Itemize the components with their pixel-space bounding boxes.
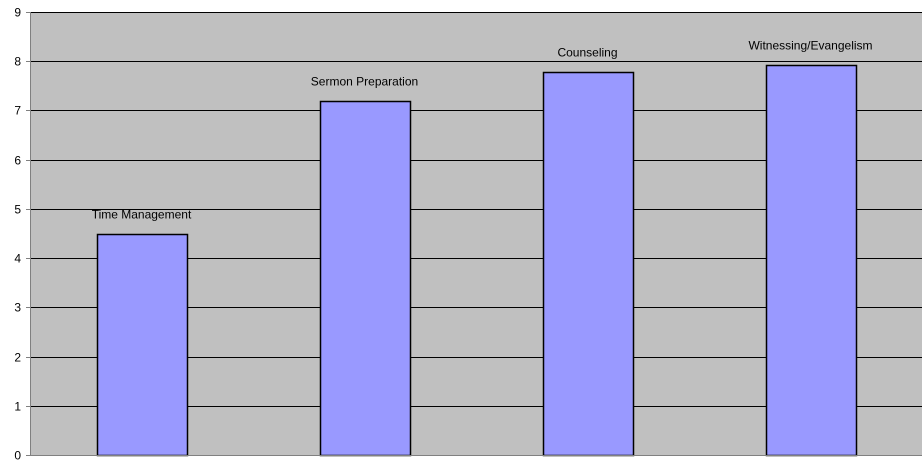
- bars: [96, 64, 858, 457]
- bar-time-management: [96, 233, 189, 457]
- y-tick-label: 0: [14, 449, 21, 462]
- y-tick-label: 7: [14, 104, 21, 118]
- bar-sermon-preparation: [319, 100, 412, 457]
- data-label: Witnessing/Evangelism: [748, 39, 872, 53]
- data-label: Sermon Preparation: [311, 75, 418, 89]
- bar-counseling: [542, 71, 635, 457]
- data-label: Counseling: [557, 46, 617, 60]
- y-tick-label: 1: [14, 400, 21, 414]
- y-tick-label: 2: [14, 351, 21, 365]
- y-tick-label: 8: [14, 55, 21, 69]
- y-tick-label: 6: [14, 154, 21, 168]
- y-tick-label: 4: [14, 252, 21, 266]
- y-tick-label: 3: [14, 301, 21, 315]
- y-tick-label: 5: [14, 203, 21, 217]
- y-tick-label: 9: [14, 6, 21, 20]
- data-labels: Time Management Sermon Preparation Counsel…: [92, 39, 873, 222]
- bar-witnessing-evangelism: [765, 64, 858, 457]
- data-label: Time Management: [92, 208, 192, 222]
- y-axis-ticks: 0 1 2 3 4 5 6 7 8 9: [14, 6, 30, 462]
